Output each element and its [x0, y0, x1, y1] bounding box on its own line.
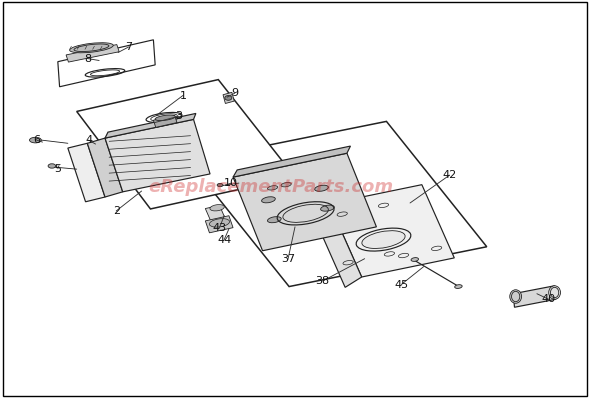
- Polygon shape: [189, 121, 487, 287]
- Ellipse shape: [267, 217, 281, 223]
- Ellipse shape: [30, 137, 41, 143]
- Text: 1: 1: [179, 90, 186, 101]
- Ellipse shape: [155, 115, 175, 121]
- Ellipse shape: [225, 96, 232, 100]
- Ellipse shape: [70, 43, 113, 53]
- Text: 45: 45: [394, 279, 408, 290]
- Polygon shape: [205, 216, 233, 233]
- Text: 2: 2: [113, 206, 120, 216]
- Text: 4: 4: [85, 135, 92, 145]
- Polygon shape: [223, 92, 234, 103]
- Text: 5: 5: [54, 164, 61, 174]
- Ellipse shape: [48, 164, 55, 168]
- Polygon shape: [58, 40, 155, 87]
- Text: 40: 40: [542, 294, 556, 304]
- Ellipse shape: [455, 285, 462, 289]
- Polygon shape: [313, 204, 362, 287]
- Ellipse shape: [217, 183, 223, 187]
- Polygon shape: [105, 119, 210, 192]
- Text: 42: 42: [442, 170, 457, 180]
- Polygon shape: [153, 115, 177, 127]
- Text: 3: 3: [175, 111, 182, 121]
- Ellipse shape: [209, 219, 230, 227]
- Ellipse shape: [210, 205, 224, 211]
- Ellipse shape: [411, 258, 418, 261]
- Polygon shape: [329, 185, 454, 277]
- Polygon shape: [105, 113, 196, 138]
- Ellipse shape: [549, 286, 560, 299]
- Ellipse shape: [314, 185, 329, 191]
- Ellipse shape: [261, 197, 276, 203]
- Polygon shape: [77, 80, 295, 209]
- Text: 43: 43: [212, 222, 227, 233]
- Text: 7: 7: [125, 42, 132, 52]
- Text: eReplacementParts.com: eReplacementParts.com: [149, 178, 394, 196]
- Ellipse shape: [320, 205, 335, 211]
- Ellipse shape: [281, 182, 291, 187]
- Text: 9: 9: [231, 88, 238, 98]
- Polygon shape: [205, 205, 225, 222]
- Polygon shape: [233, 146, 350, 177]
- Polygon shape: [233, 153, 376, 251]
- Text: 44: 44: [217, 234, 231, 245]
- Ellipse shape: [510, 290, 522, 303]
- Text: 38: 38: [316, 276, 330, 286]
- Polygon shape: [68, 143, 105, 202]
- Polygon shape: [66, 45, 119, 62]
- Text: 10: 10: [224, 178, 238, 188]
- Text: 37: 37: [281, 254, 295, 265]
- Polygon shape: [87, 138, 123, 197]
- Ellipse shape: [362, 231, 405, 248]
- Ellipse shape: [267, 185, 278, 190]
- Text: 8: 8: [84, 53, 91, 64]
- Polygon shape: [513, 286, 556, 307]
- Text: 6: 6: [33, 135, 40, 145]
